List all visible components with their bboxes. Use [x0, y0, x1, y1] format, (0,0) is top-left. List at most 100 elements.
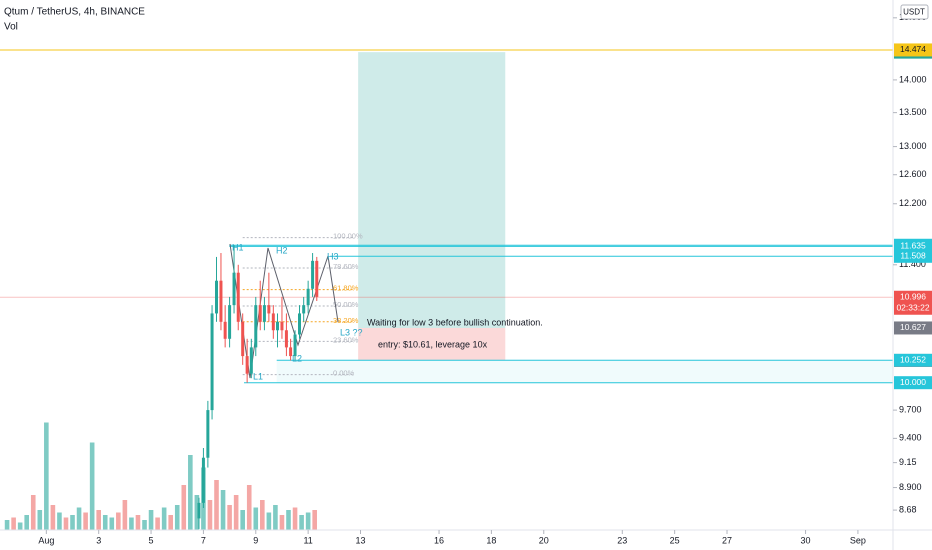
- y-tick-label: 8.68: [899, 504, 917, 514]
- price-tag-label: 10.996: [900, 292, 926, 302]
- volume-bar: [135, 515, 141, 530]
- volume-bar: [155, 517, 160, 530]
- candle-body: [236, 272, 240, 322]
- point-label: L2: [292, 353, 302, 363]
- x-tick-label: 20: [539, 535, 549, 545]
- volume-bar: [96, 510, 101, 530]
- y-tick-label: 12.600: [899, 169, 927, 179]
- price-tag: [894, 353, 932, 367]
- volume-bar: [299, 515, 304, 530]
- volume-bar: [44, 422, 49, 530]
- x-tick-label: 25: [670, 535, 680, 545]
- volume-bar: [70, 515, 75, 530]
- volume-bar: [312, 510, 317, 530]
- y-tick-label: 14.000: [899, 74, 927, 84]
- y-tick-label: 8.900: [899, 482, 922, 492]
- x-tick-label: 11: [303, 535, 312, 545]
- volume-bar: [273, 505, 278, 530]
- candle-body: [297, 313, 301, 335]
- candle-body: [254, 305, 258, 348]
- x-tick-label: 23: [617, 535, 627, 545]
- price-tag-label: 14.474: [900, 44, 926, 54]
- volume-bar: [207, 500, 213, 530]
- fib-label: 61.80%: [333, 284, 359, 293]
- candle-body: [302, 305, 306, 314]
- volume-bar: [17, 522, 23, 530]
- x-tick-label: 16: [434, 535, 444, 545]
- y-tick-label: 12.200: [899, 198, 927, 208]
- y-tick-label: 13.000: [899, 141, 927, 151]
- x-tick-label: 9: [253, 535, 258, 545]
- fib-label: 23.60%: [333, 335, 359, 344]
- point-label: L1: [253, 371, 263, 381]
- point-label: L3 ??: [340, 327, 363, 337]
- fib-label: 38.20%: [333, 316, 359, 325]
- candle-body: [206, 410, 210, 458]
- price-tag: [894, 239, 932, 253]
- volume-bar: [227, 505, 232, 530]
- candle-body: [249, 347, 253, 374]
- x-tick-label: 7: [201, 535, 206, 545]
- volume-bar: [194, 495, 200, 530]
- volume-bar: [102, 515, 108, 530]
- volume-bar: [188, 455, 193, 530]
- point-label: H1: [232, 242, 244, 252]
- price-tag-label: 10.252: [900, 355, 926, 365]
- drawing-layer: 100.00% 78.60% 61.80% 50.00% 38.20% 23.60% 0.0…: [0, 49, 893, 384]
- volume-bar: [89, 442, 95, 530]
- volume-bar: [168, 515, 173, 530]
- x-tick-label: 3: [96, 535, 101, 545]
- y-tick-label: 9.700: [899, 404, 922, 414]
- candle-body: [280, 321, 284, 331]
- profit-zone: [358, 52, 506, 328]
- volume-bar: [253, 507, 259, 530]
- axis-layer: 15.00014.00013.50013.00012.60012.20011.4…: [38, 12, 932, 545]
- volume-bar: [50, 505, 56, 530]
- fib-label: 78.60%: [333, 262, 359, 271]
- volume-bar: [220, 490, 226, 530]
- x-tick-label: Aug: [38, 535, 54, 545]
- x-tick-label: 18: [486, 535, 496, 545]
- y-tick-label: 9.400: [899, 433, 922, 443]
- volume-bar: [266, 512, 272, 530]
- price-tag-label: 11.635: [900, 241, 926, 251]
- currency-box[interactable]: [900, 4, 929, 20]
- volume-bar: [116, 512, 121, 530]
- loss-zone: [358, 327, 506, 361]
- candle-body: [232, 272, 236, 306]
- volume-bar: [214, 480, 219, 530]
- price-tag: [894, 43, 932, 57]
- candle-body: [271, 313, 275, 331]
- y-tick-label: 9.15: [899, 457, 917, 467]
- volume-bar: [279, 515, 285, 530]
- annotation: entry: $10.61, leverage 10x: [378, 339, 488, 349]
- x-tick-label: 13: [355, 535, 365, 545]
- volume-bar: [129, 517, 134, 530]
- price-tag: [894, 290, 932, 315]
- countdown-label: 02:33:22: [896, 303, 929, 313]
- candle-body: [228, 305, 232, 339]
- volume-bar: [24, 515, 30, 530]
- volume-bar: [76, 507, 82, 530]
- candle-body: [210, 313, 214, 411]
- annotation: Waiting for low 3 before bullish continu…: [367, 317, 543, 327]
- volume-bar: [30, 495, 36, 530]
- volume-bar: [4, 520, 10, 530]
- volume-bar: [142, 520, 147, 530]
- price-tag-label: 11.508: [900, 251, 926, 261]
- volume-bar: [174, 505, 180, 530]
- price-tag: [894, 321, 932, 335]
- symbol-title: Qtum / TetherUS, 4h, BINANCE: [4, 7, 145, 18]
- candle-body: [267, 305, 271, 314]
- currency-label[interactable]: USDT: [903, 8, 925, 17]
- candle-body: [289, 347, 293, 357]
- x-tick-label: 30: [801, 535, 811, 545]
- candle-body: [219, 280, 223, 322]
- volume-bar: [292, 507, 298, 530]
- candle-body: [223, 321, 227, 339]
- volume-bar: [109, 517, 115, 530]
- point-label: H2: [276, 245, 288, 255]
- candle-body: [276, 321, 280, 331]
- volume-bar: [161, 507, 167, 530]
- volume-bar: [11, 517, 16, 530]
